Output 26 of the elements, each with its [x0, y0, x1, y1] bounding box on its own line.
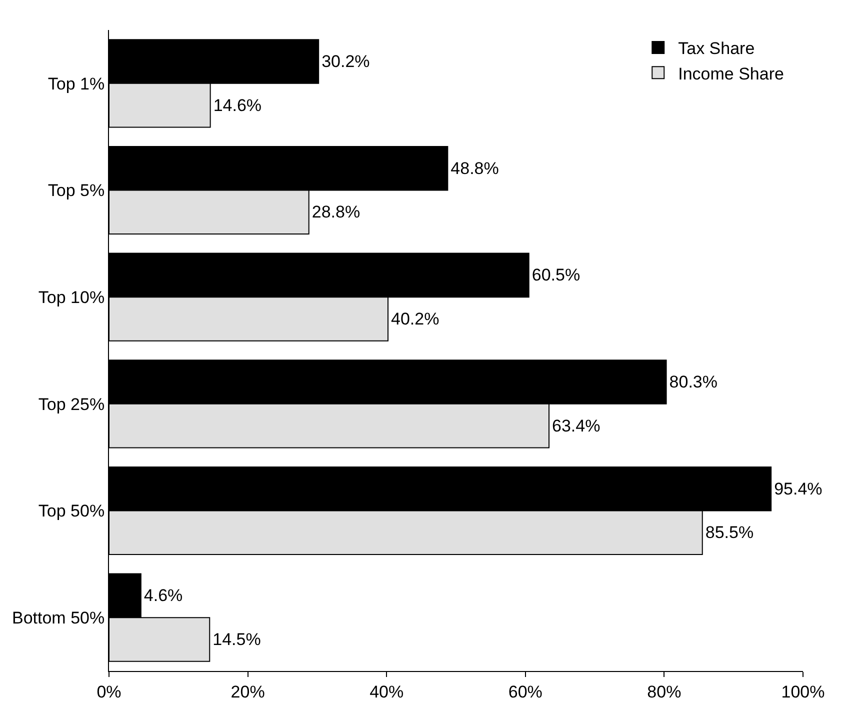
x-tick-label: 40%	[370, 682, 404, 702]
data-label: 40.2%	[390, 309, 440, 328]
y-tick-label: Top 25%	[38, 394, 105, 414]
data-label: 14.6%	[213, 96, 262, 115]
legend-label: Income Share	[678, 64, 784, 84]
data-label: 60.5%	[532, 266, 580, 285]
x-tick-label: 100%	[781, 682, 825, 702]
x-tick-label: 60%	[508, 682, 542, 702]
data-label: 85.5%	[705, 523, 754, 542]
y-tick-label: Top 50%	[38, 502, 105, 521]
data-label: 28.8%	[312, 202, 360, 222]
data-label: 48.8%	[450, 158, 499, 178]
x-tick-label: 0%	[96, 682, 122, 702]
data-label: 80.3%	[669, 372, 718, 392]
y-tick-label: Top 5%	[48, 181, 105, 200]
data-label: 4.6%	[144, 586, 183, 606]
x-tick-label: 80%	[647, 682, 682, 702]
data-label: 95.4%	[774, 479, 822, 498]
y-tick-label: Top 10%	[38, 288, 105, 308]
x-tick-label: 20%	[230, 682, 265, 702]
y-tick-label: Top 1%	[48, 74, 105, 94]
data-label: 14.5%	[212, 630, 261, 649]
data-label: 30.2%	[322, 52, 370, 72]
y-tick-label: Bottom 50%	[12, 608, 105, 628]
legend-label: Tax Share	[678, 39, 755, 58]
data-label: 63.4%	[552, 416, 600, 436]
